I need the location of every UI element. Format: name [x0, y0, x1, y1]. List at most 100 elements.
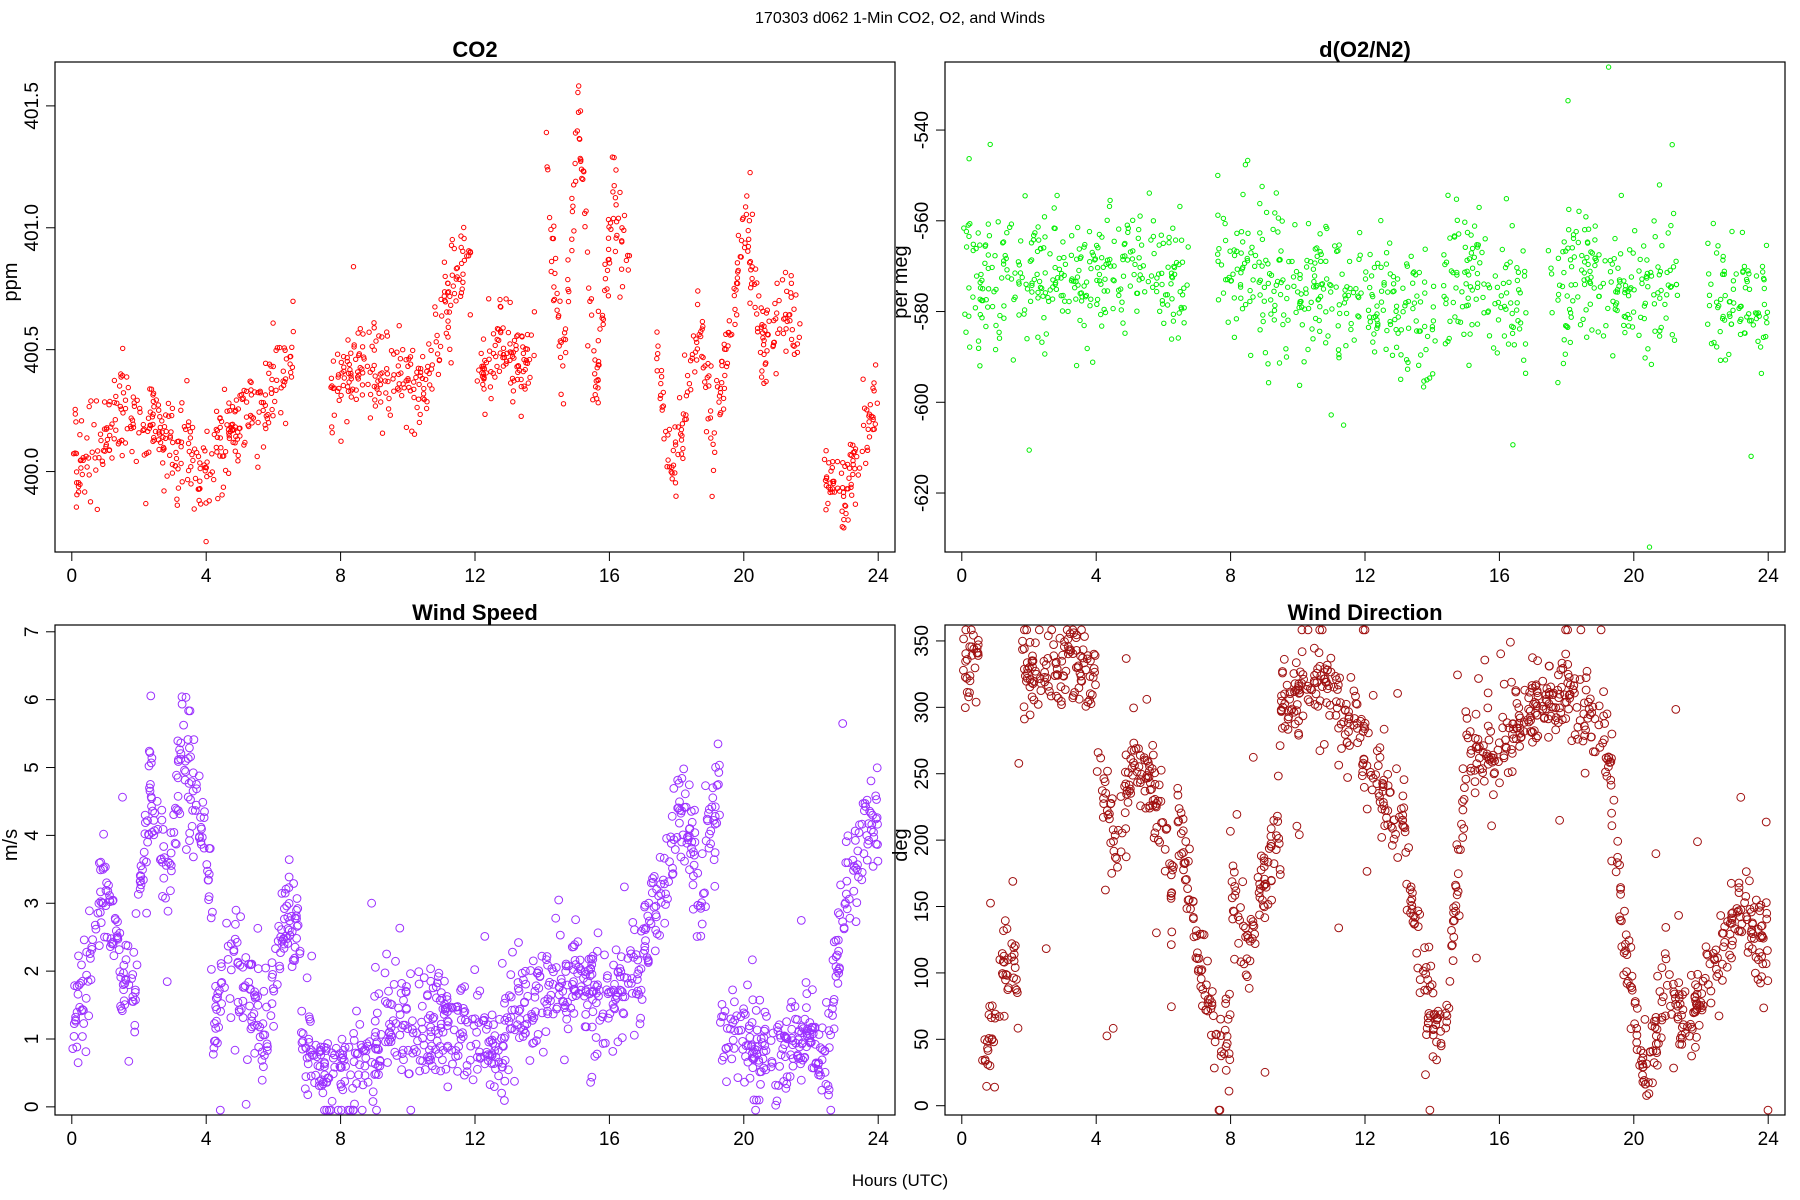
co2-data-point: [867, 402, 873, 408]
wind-direction-data-point: [1693, 837, 1702, 847]
wind-speed-data-point: [615, 972, 625, 982]
wind-direction-data-point: [1166, 894, 1176, 903]
co2-x-tick-label: 8: [335, 566, 346, 587]
co2-data-point: [696, 331, 702, 338]
wind-speed-data-point: [551, 913, 561, 923]
wind-speed-data-point: [823, 1081, 833, 1091]
o2-data-point: [1587, 280, 1594, 286]
o2-data-point: [1562, 351, 1569, 357]
o2-data-point: [1310, 336, 1316, 342]
wind-direction-data-point: [1136, 775, 1146, 785]
wind-direction-data-point: [1590, 747, 1600, 757]
wind-direction-data-point: [1123, 798, 1133, 807]
wind-speed-data-point: [498, 1059, 508, 1068]
wind-direction-data-point: [1259, 901, 1268, 911]
o2-data-point: [1410, 280, 1416, 286]
o2-data-point: [1630, 250, 1636, 256]
wind-direction-data-point: [1227, 877, 1237, 887]
wind-speed-data-point: [253, 992, 263, 1001]
wind-speed-data-point: [619, 972, 629, 982]
co2-data-point: [341, 364, 347, 370]
wind-speed-data-point: [546, 990, 556, 1000]
wind-speed-data-point: [269, 986, 279, 996]
o2-data-point: [1726, 299, 1733, 305]
o2-data-point: [1332, 243, 1338, 249]
co2-data-point: [575, 109, 582, 116]
co2-data-point: [217, 453, 223, 459]
co2-data-point: [764, 348, 770, 354]
o2-data-point: [1476, 204, 1482, 211]
co2-data-point: [605, 235, 612, 241]
co2-data-point: [336, 385, 342, 392]
co2-data-point: [390, 376, 396, 382]
wind-direction-data-point: [1530, 698, 1540, 707]
o2-data-point: [1059, 308, 1066, 314]
co2-data-point: [77, 432, 83, 438]
co2-data-point: [375, 378, 381, 384]
wind-direction-data-point: [1258, 895, 1267, 905]
o2-data-point: [1671, 337, 1678, 343]
wind-direction-data-point: [1489, 769, 1499, 779]
wind-speed-data-point: [431, 1025, 440, 1035]
co2-data-point: [213, 408, 220, 414]
o2-data-point: [1429, 324, 1436, 330]
wind-speed-data-point: [471, 1039, 481, 1049]
co2-data-point: [204, 459, 210, 465]
wind-direction-data-point: [1377, 833, 1387, 842]
wind-direction-data-point: [1020, 714, 1029, 724]
o2-data-point: [1050, 277, 1056, 283]
wind-direction-x-tick-label: 20: [1623, 1129, 1644, 1150]
wind-direction-data-point: [1529, 699, 1538, 709]
wind-direction-data-point: [1671, 999, 1681, 1009]
co2-data-point: [232, 409, 238, 415]
o2-data-point: [1041, 245, 1047, 251]
o2-data-point: [1238, 295, 1244, 301]
co2-data-point: [353, 387, 359, 393]
wind-direction-data-point: [1046, 691, 1056, 701]
co2-data-point: [467, 312, 473, 318]
wind-speed-data-point: [515, 1005, 525, 1014]
wind-speed-data-point: [148, 806, 158, 816]
wind-direction-data-point: [1317, 625, 1327, 635]
wind-direction-data-point: [1231, 886, 1241, 896]
wind-direction-data-point: [1362, 867, 1372, 876]
wind-speed-data-point: [696, 931, 706, 941]
wind-speed-data-point: [382, 999, 392, 1008]
o2-data-point: [1173, 259, 1180, 266]
wind-direction-data-point: [1355, 733, 1365, 742]
wind-speed-data-point: [238, 982, 248, 992]
o2-data-point: [1102, 309, 1109, 316]
wind-speed-data-point: [786, 1003, 795, 1012]
wind-direction-data-point: [1689, 1007, 1698, 1017]
wind-direction-data-point: [1255, 910, 1264, 920]
o2-data-point: [1753, 273, 1760, 279]
o2-data-point: [1037, 284, 1044, 291]
co2-x-tick-label: 12: [464, 566, 485, 587]
o2-data-point: [1498, 293, 1505, 299]
wind-direction-data-point: [1524, 693, 1534, 703]
wind-speed-data-point: [850, 826, 860, 836]
wind-speed-data-point: [383, 1058, 392, 1067]
co2-data-point: [172, 463, 178, 469]
wind-direction-data-point: [1378, 782, 1388, 792]
wind-direction-data-point: [1358, 625, 1368, 635]
co2-data-point: [794, 341, 801, 347]
wind-speed-data-point: [204, 844, 214, 853]
co2-data-point: [518, 383, 524, 390]
wind-direction-data-point: [1069, 691, 1078, 700]
co2-data-point: [111, 377, 118, 384]
wind-direction-data-point: [1092, 767, 1102, 776]
wind-speed-data-point: [381, 1037, 390, 1047]
wind-direction-data-point: [999, 951, 1009, 961]
wind-direction-data-point: [1274, 839, 1284, 848]
wind-speed-data-point: [805, 1033, 815, 1043]
o2-data-point: [1763, 242, 1770, 249]
co2-data-point: [747, 258, 754, 265]
wind-direction-data-point: [1359, 782, 1369, 792]
o2-data-point: [1380, 307, 1387, 313]
o2-data-point: [983, 323, 989, 330]
wind-speed-data-point: [649, 902, 659, 912]
wind-speed-data-point: [752, 1095, 761, 1105]
co2-data-point: [219, 492, 225, 498]
co2-data-point: [840, 493, 847, 499]
